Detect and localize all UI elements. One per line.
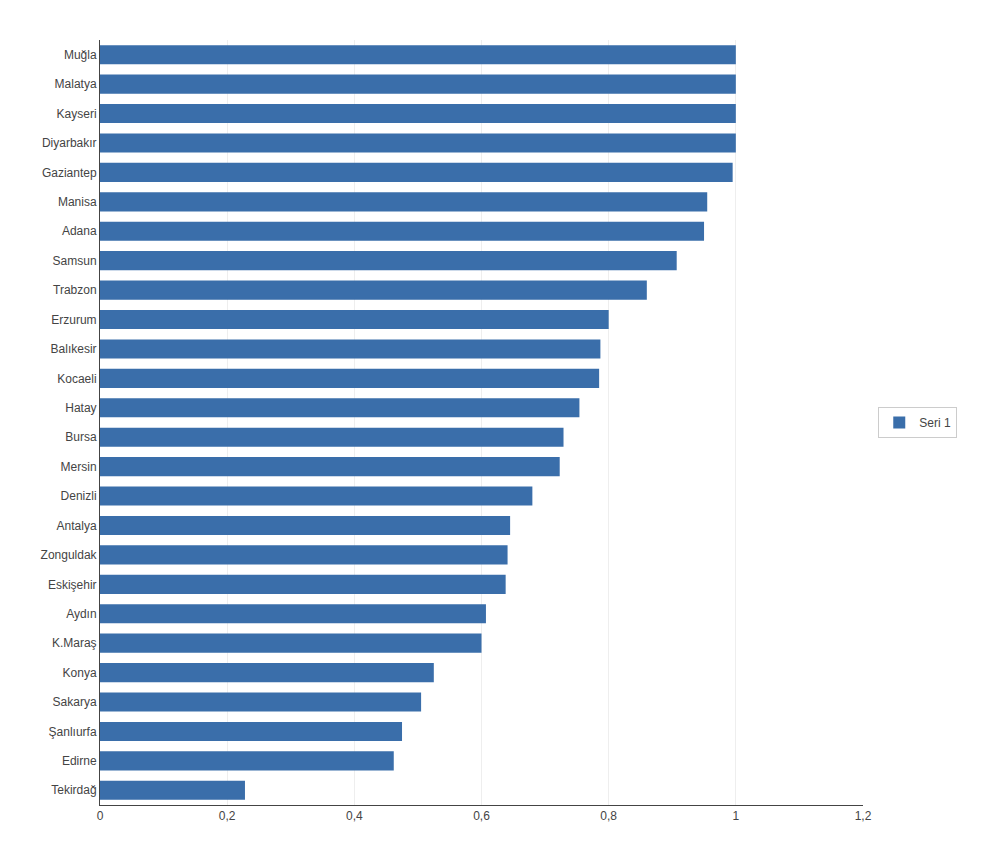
svg-text:Mersin: Mersin bbox=[61, 460, 97, 474]
svg-text:Eskişehir: Eskişehir bbox=[48, 578, 97, 592]
svg-text:Seri 1: Seri 1 bbox=[919, 416, 951, 430]
svg-text:Hatay: Hatay bbox=[65, 401, 96, 415]
svg-text:Kocaeli: Kocaeli bbox=[57, 372, 96, 386]
svg-text:Konya: Konya bbox=[63, 666, 97, 680]
svg-text:0,2: 0,2 bbox=[219, 809, 236, 823]
svg-text:Antalya: Antalya bbox=[57, 519, 97, 533]
svg-text:Adana: Adana bbox=[62, 224, 97, 238]
svg-text:Diyarbakır: Diyarbakır bbox=[42, 136, 97, 150]
svg-text:Edirne: Edirne bbox=[62, 754, 97, 768]
svg-text:Kayseri: Kayseri bbox=[57, 107, 97, 121]
svg-text:Tekirdağ: Tekirdağ bbox=[51, 783, 96, 797]
svg-text:0: 0 bbox=[97, 809, 104, 823]
svg-text:Denizli: Denizli bbox=[61, 489, 97, 503]
svg-text:1,2: 1,2 bbox=[855, 809, 872, 823]
svg-text:Zonguldak: Zonguldak bbox=[41, 548, 98, 562]
svg-text:Malatya: Malatya bbox=[55, 77, 97, 91]
svg-text:Gaziantep: Gaziantep bbox=[42, 166, 97, 180]
svg-text:Balıkesir: Balıkesir bbox=[51, 342, 97, 356]
svg-text:Trabzon: Trabzon bbox=[53, 283, 97, 297]
svg-text:Sakarya: Sakarya bbox=[53, 695, 97, 709]
svg-text:Manisa: Manisa bbox=[58, 195, 97, 209]
svg-text:Erzurum: Erzurum bbox=[51, 313, 96, 327]
svg-text:Samsun: Samsun bbox=[53, 254, 97, 268]
svg-text:0,8: 0,8 bbox=[600, 809, 617, 823]
svg-text:K.Maraş: K.Maraş bbox=[52, 636, 97, 650]
svg-text:Bursa: Bursa bbox=[65, 430, 97, 444]
svg-text:0,6: 0,6 bbox=[473, 809, 490, 823]
svg-text:Aydın: Aydın bbox=[66, 607, 96, 621]
svg-text:Şanlıurfa: Şanlıurfa bbox=[49, 725, 97, 739]
svg-text:0,4: 0,4 bbox=[346, 809, 363, 823]
svg-text:1: 1 bbox=[732, 809, 739, 823]
svg-text:Muğla: Muğla bbox=[64, 48, 97, 62]
